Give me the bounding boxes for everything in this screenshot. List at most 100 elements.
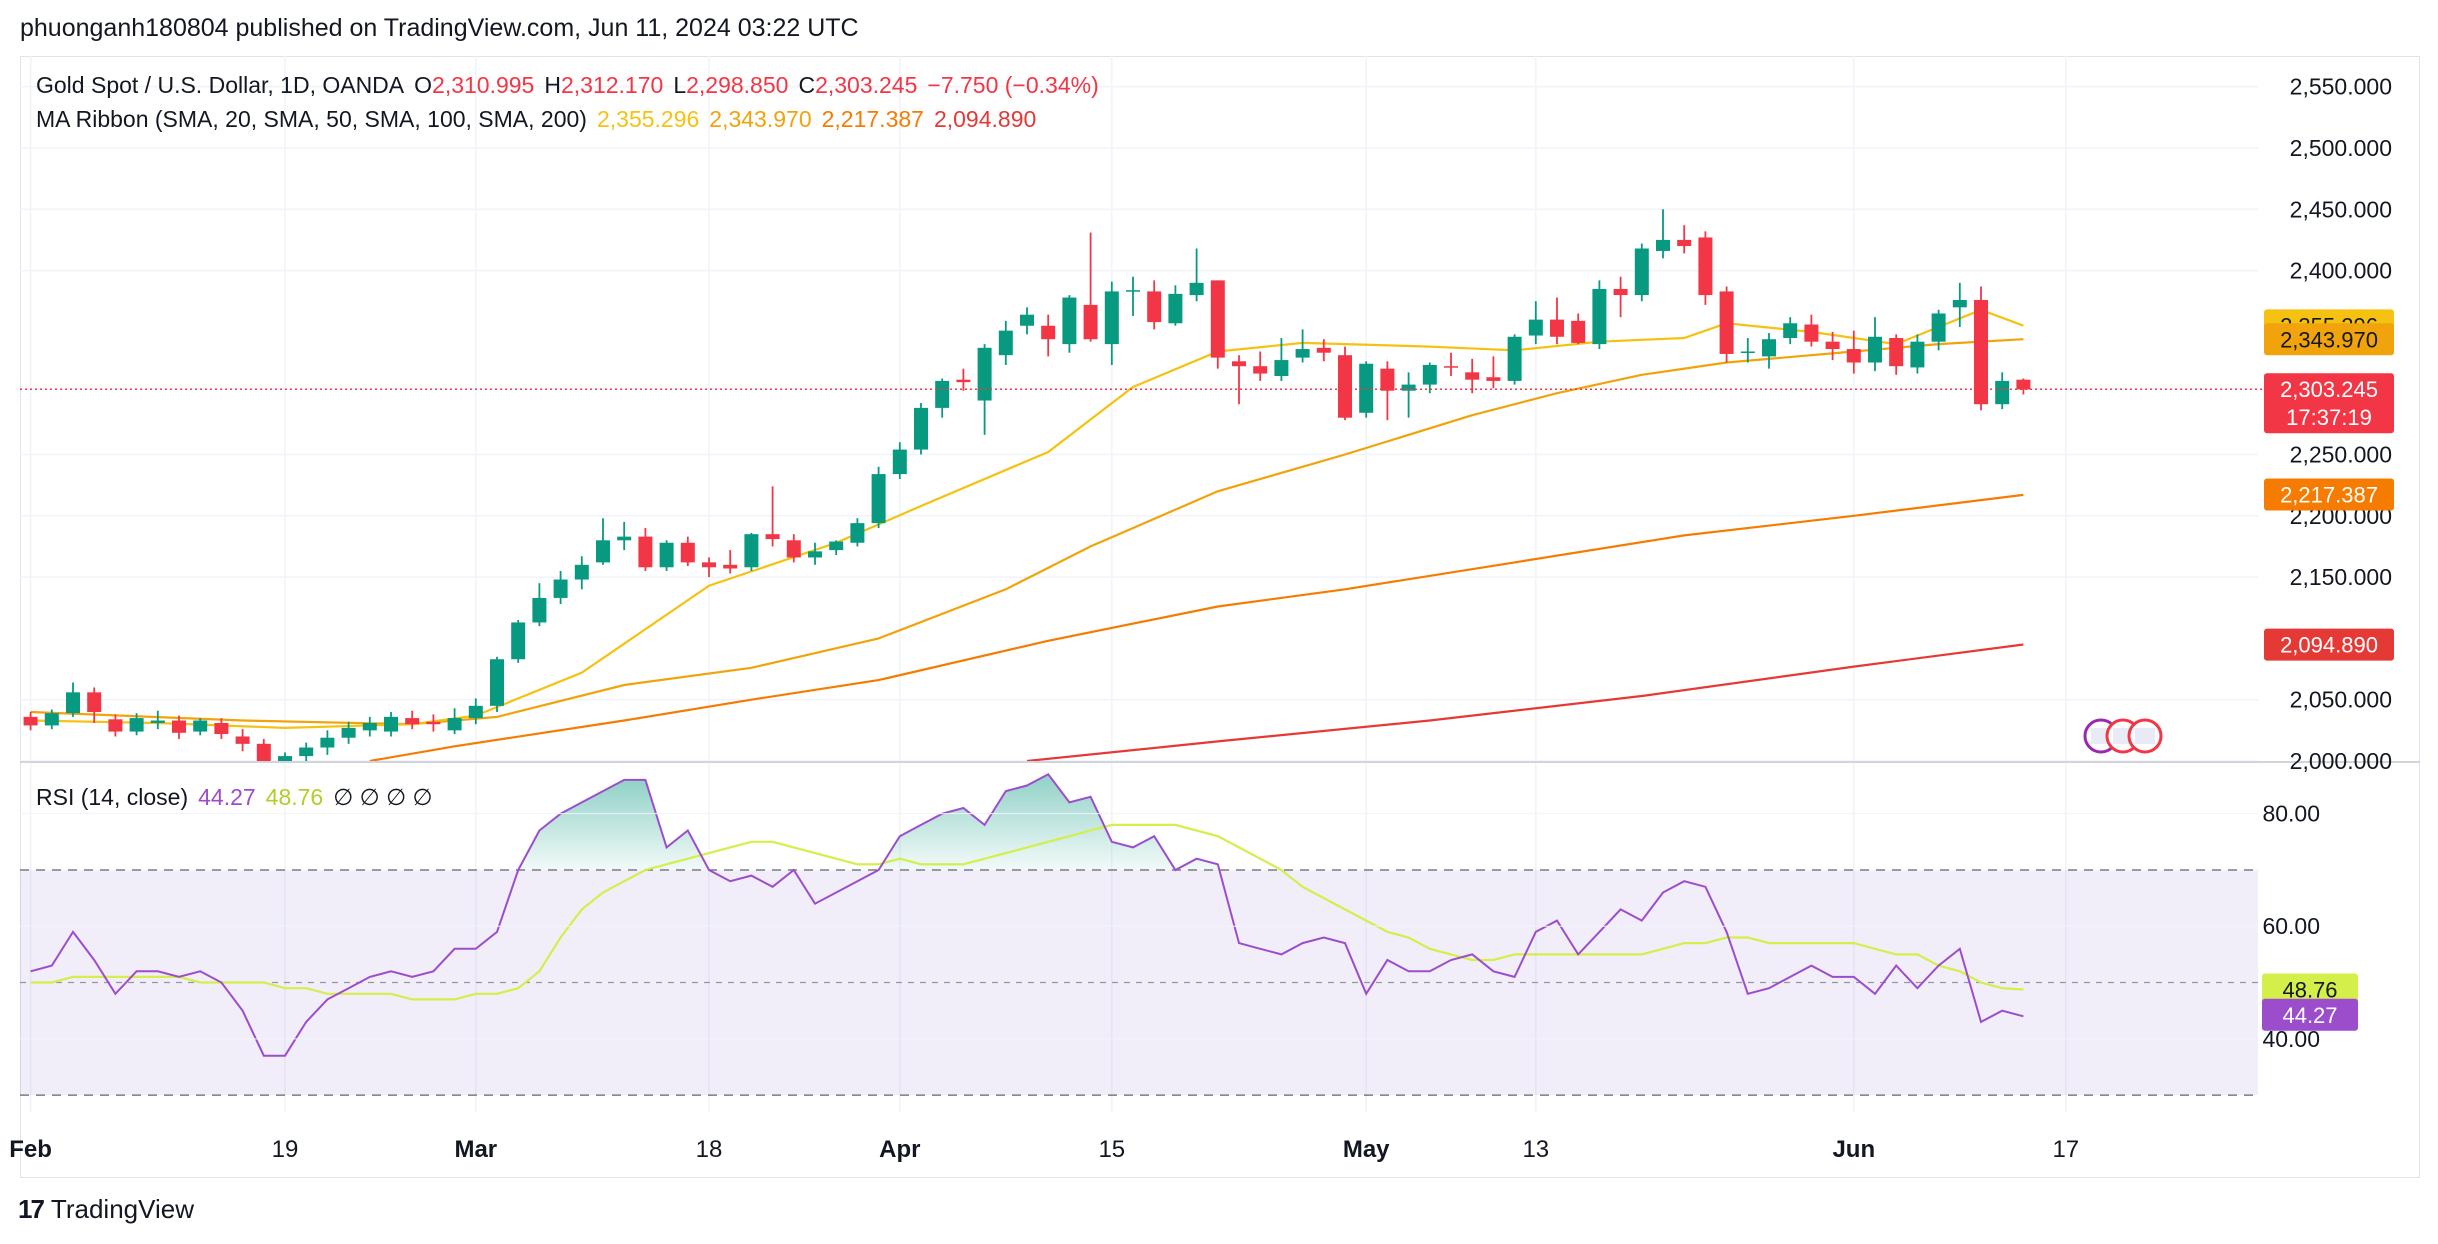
candle — [172, 715, 186, 739]
candle — [1168, 285, 1183, 326]
candle — [935, 378, 950, 418]
candle — [1677, 225, 1692, 254]
candle-body — [1592, 288, 1607, 345]
low-value: 2,298.850 — [686, 72, 789, 98]
candle-body — [1338, 355, 1352, 418]
candle — [66, 682, 80, 717]
candle — [1507, 334, 1522, 385]
candle-body — [1677, 239, 1692, 247]
rsi-value: 44.27 — [198, 784, 256, 810]
candle — [1020, 307, 1034, 335]
candle — [553, 570, 568, 605]
symbol-label[interactable]: Gold Spot / U.S. Dollar, 1D, OANDA — [36, 72, 405, 98]
candle-body — [702, 562, 716, 568]
candle-body — [490, 659, 504, 706]
candle — [1104, 281, 1119, 365]
candle-body — [1698, 237, 1713, 296]
axis-price-label: 2,343.970 — [2280, 327, 2378, 352]
candle — [44, 709, 59, 730]
candle-body — [532, 597, 547, 623]
candle-body — [1380, 368, 1395, 391]
price-pane — [23, 209, 2031, 761]
candle — [1295, 329, 1310, 363]
candle-body — [553, 579, 568, 598]
candle — [150, 710, 165, 730]
rsi-tick-label: 60.00 — [2262, 913, 2320, 939]
candle — [1592, 280, 1607, 350]
tradingview-logo[interactable]: 17 TradingView — [18, 1194, 194, 1225]
candle-body — [935, 380, 950, 408]
price-tick-label: 2,150.000 — [2290, 564, 2392, 590]
candle-body — [1359, 363, 1374, 413]
x-axis-label: Mar — [454, 1136, 497, 1163]
candle-body — [150, 720, 165, 723]
open-value: 2,310.995 — [432, 72, 535, 98]
candle — [1868, 317, 1882, 372]
candle-body — [914, 407, 928, 450]
brand-label: TradingView — [50, 1194, 194, 1224]
candle-body — [1104, 291, 1119, 345]
candle — [1698, 231, 1713, 305]
price-legend: Gold Spot / U.S. Dollar, 1D, OANDA O2,310… — [36, 72, 1109, 99]
candle-body — [1550, 319, 1564, 337]
candle-body — [1295, 349, 1310, 358]
candle — [850, 518, 865, 547]
x-axis-label: 18 — [696, 1136, 723, 1163]
rsi-line — [30, 773, 2024, 1057]
candle-body — [1253, 366, 1268, 374]
candle-body — [1613, 288, 1628, 296]
candle-body — [596, 540, 610, 563]
candle — [1550, 297, 1564, 345]
ma200-value: 2,094.890 — [933, 106, 1037, 132]
candle — [1952, 282, 1967, 327]
rsi-label[interactable]: RSI (14, close) — [36, 784, 189, 810]
candle — [426, 714, 441, 732]
candle — [193, 718, 208, 736]
rsi-axis-label-bg — [2262, 973, 2358, 1006]
ma100-line — [369, 493, 2024, 761]
axis-price-label-bg — [2264, 628, 2394, 661]
candle — [256, 738, 271, 761]
candle-body — [172, 720, 186, 733]
candle-body — [638, 536, 653, 568]
candle — [405, 710, 420, 730]
chart-frame — [20, 56, 2420, 1178]
rsi-axis-label: 44.27 — [2282, 1003, 2337, 1028]
candle-body — [765, 534, 780, 540]
axis-price-label: 2,303.245 — [2280, 377, 2378, 402]
candle — [1571, 313, 1586, 345]
candle-body — [341, 727, 356, 738]
candle — [1656, 209, 1670, 259]
candle — [1486, 356, 1501, 389]
open-label: O — [414, 72, 433, 98]
candle-body — [1083, 304, 1098, 340]
candle-body — [1656, 239, 1670, 251]
candle — [87, 687, 102, 723]
candle — [129, 713, 144, 736]
candle — [1189, 248, 1204, 302]
candle-body — [1210, 280, 1225, 358]
candle-body — [256, 743, 271, 761]
candle-body — [829, 541, 844, 551]
candle-body — [384, 716, 398, 732]
x-axis-label: 15 — [1098, 1136, 1125, 1163]
price-tick-label: 2,050.000 — [2290, 687, 2392, 713]
candle-body — [574, 564, 589, 580]
candle — [574, 556, 589, 590]
candle — [235, 729, 250, 752]
change-value: −7.750 (−0.34%) — [927, 72, 1099, 98]
candle-body — [892, 449, 907, 475]
candle-body — [193, 720, 208, 732]
axis-price-label: 2,217.387 — [2280, 482, 2378, 507]
ma-ribbon-label[interactable]: MA Ribbon (SMA, 20, SMA, 50, SMA, 100, S… — [36, 106, 587, 132]
candle — [320, 730, 335, 755]
candle — [362, 716, 377, 737]
x-axis-label: 17 — [2052, 1136, 2079, 1163]
candle — [617, 521, 632, 551]
candle-body — [723, 564, 738, 569]
candle-body — [1952, 299, 1967, 308]
candle — [914, 402, 928, 455]
candle-body — [977, 347, 992, 401]
candle — [214, 718, 229, 739]
